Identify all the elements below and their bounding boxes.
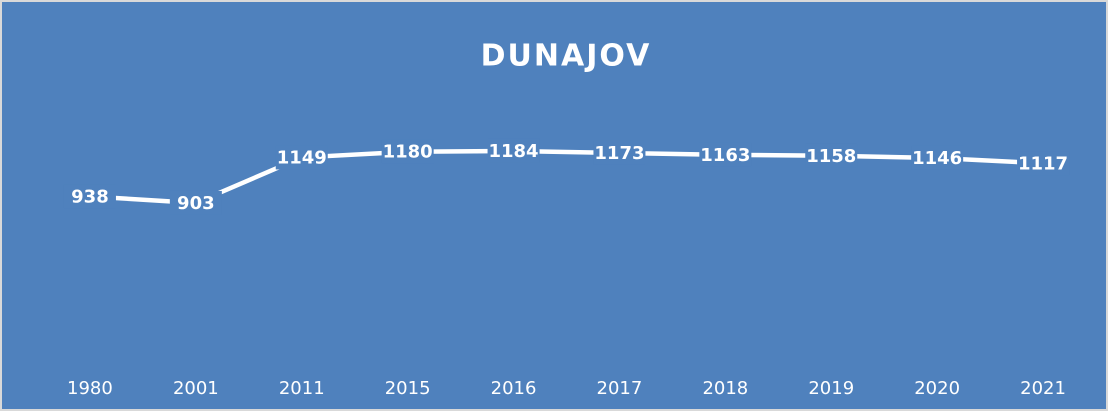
data-label-background <box>169 190 222 215</box>
data-label: 1173 <box>594 143 644 164</box>
data-label: 1184 <box>488 141 538 162</box>
data-label-background <box>381 139 434 164</box>
data-line <box>89 148 1044 206</box>
x-tick-label: 2018 <box>702 378 748 399</box>
data-label: 1117 <box>1018 153 1068 174</box>
x-tick-label: 2021 <box>1020 378 1066 399</box>
data-label-background <box>911 145 964 170</box>
data-label-background <box>275 145 328 170</box>
chart-title: DUNAJOV <box>481 39 652 74</box>
data-label-background <box>593 140 646 165</box>
data-label-background <box>487 138 540 163</box>
data-label: 1163 <box>700 145 750 166</box>
x-tick-label: 2011 <box>279 378 325 399</box>
x-tick-label: 2016 <box>491 378 537 399</box>
data-label: 1180 <box>383 142 433 163</box>
data-label-background <box>699 142 752 167</box>
x-tick-label: 1980 <box>67 378 113 399</box>
data-label-background <box>1017 151 1070 176</box>
data-label-background <box>63 184 116 209</box>
data-label: 1146 <box>912 148 962 169</box>
data-label: 903 <box>177 193 215 214</box>
data-label-background <box>805 143 858 168</box>
data-label: 1149 <box>277 147 327 168</box>
x-tick-label: 2015 <box>385 378 431 399</box>
data-label: 938 <box>71 186 109 207</box>
x-tick-label: 2017 <box>597 378 643 399</box>
x-tick-label: 2001 <box>173 378 219 399</box>
data-label: 1158 <box>806 146 856 167</box>
x-tick-label: 2019 <box>808 378 854 399</box>
x-tick-label: 2020 <box>914 378 960 399</box>
